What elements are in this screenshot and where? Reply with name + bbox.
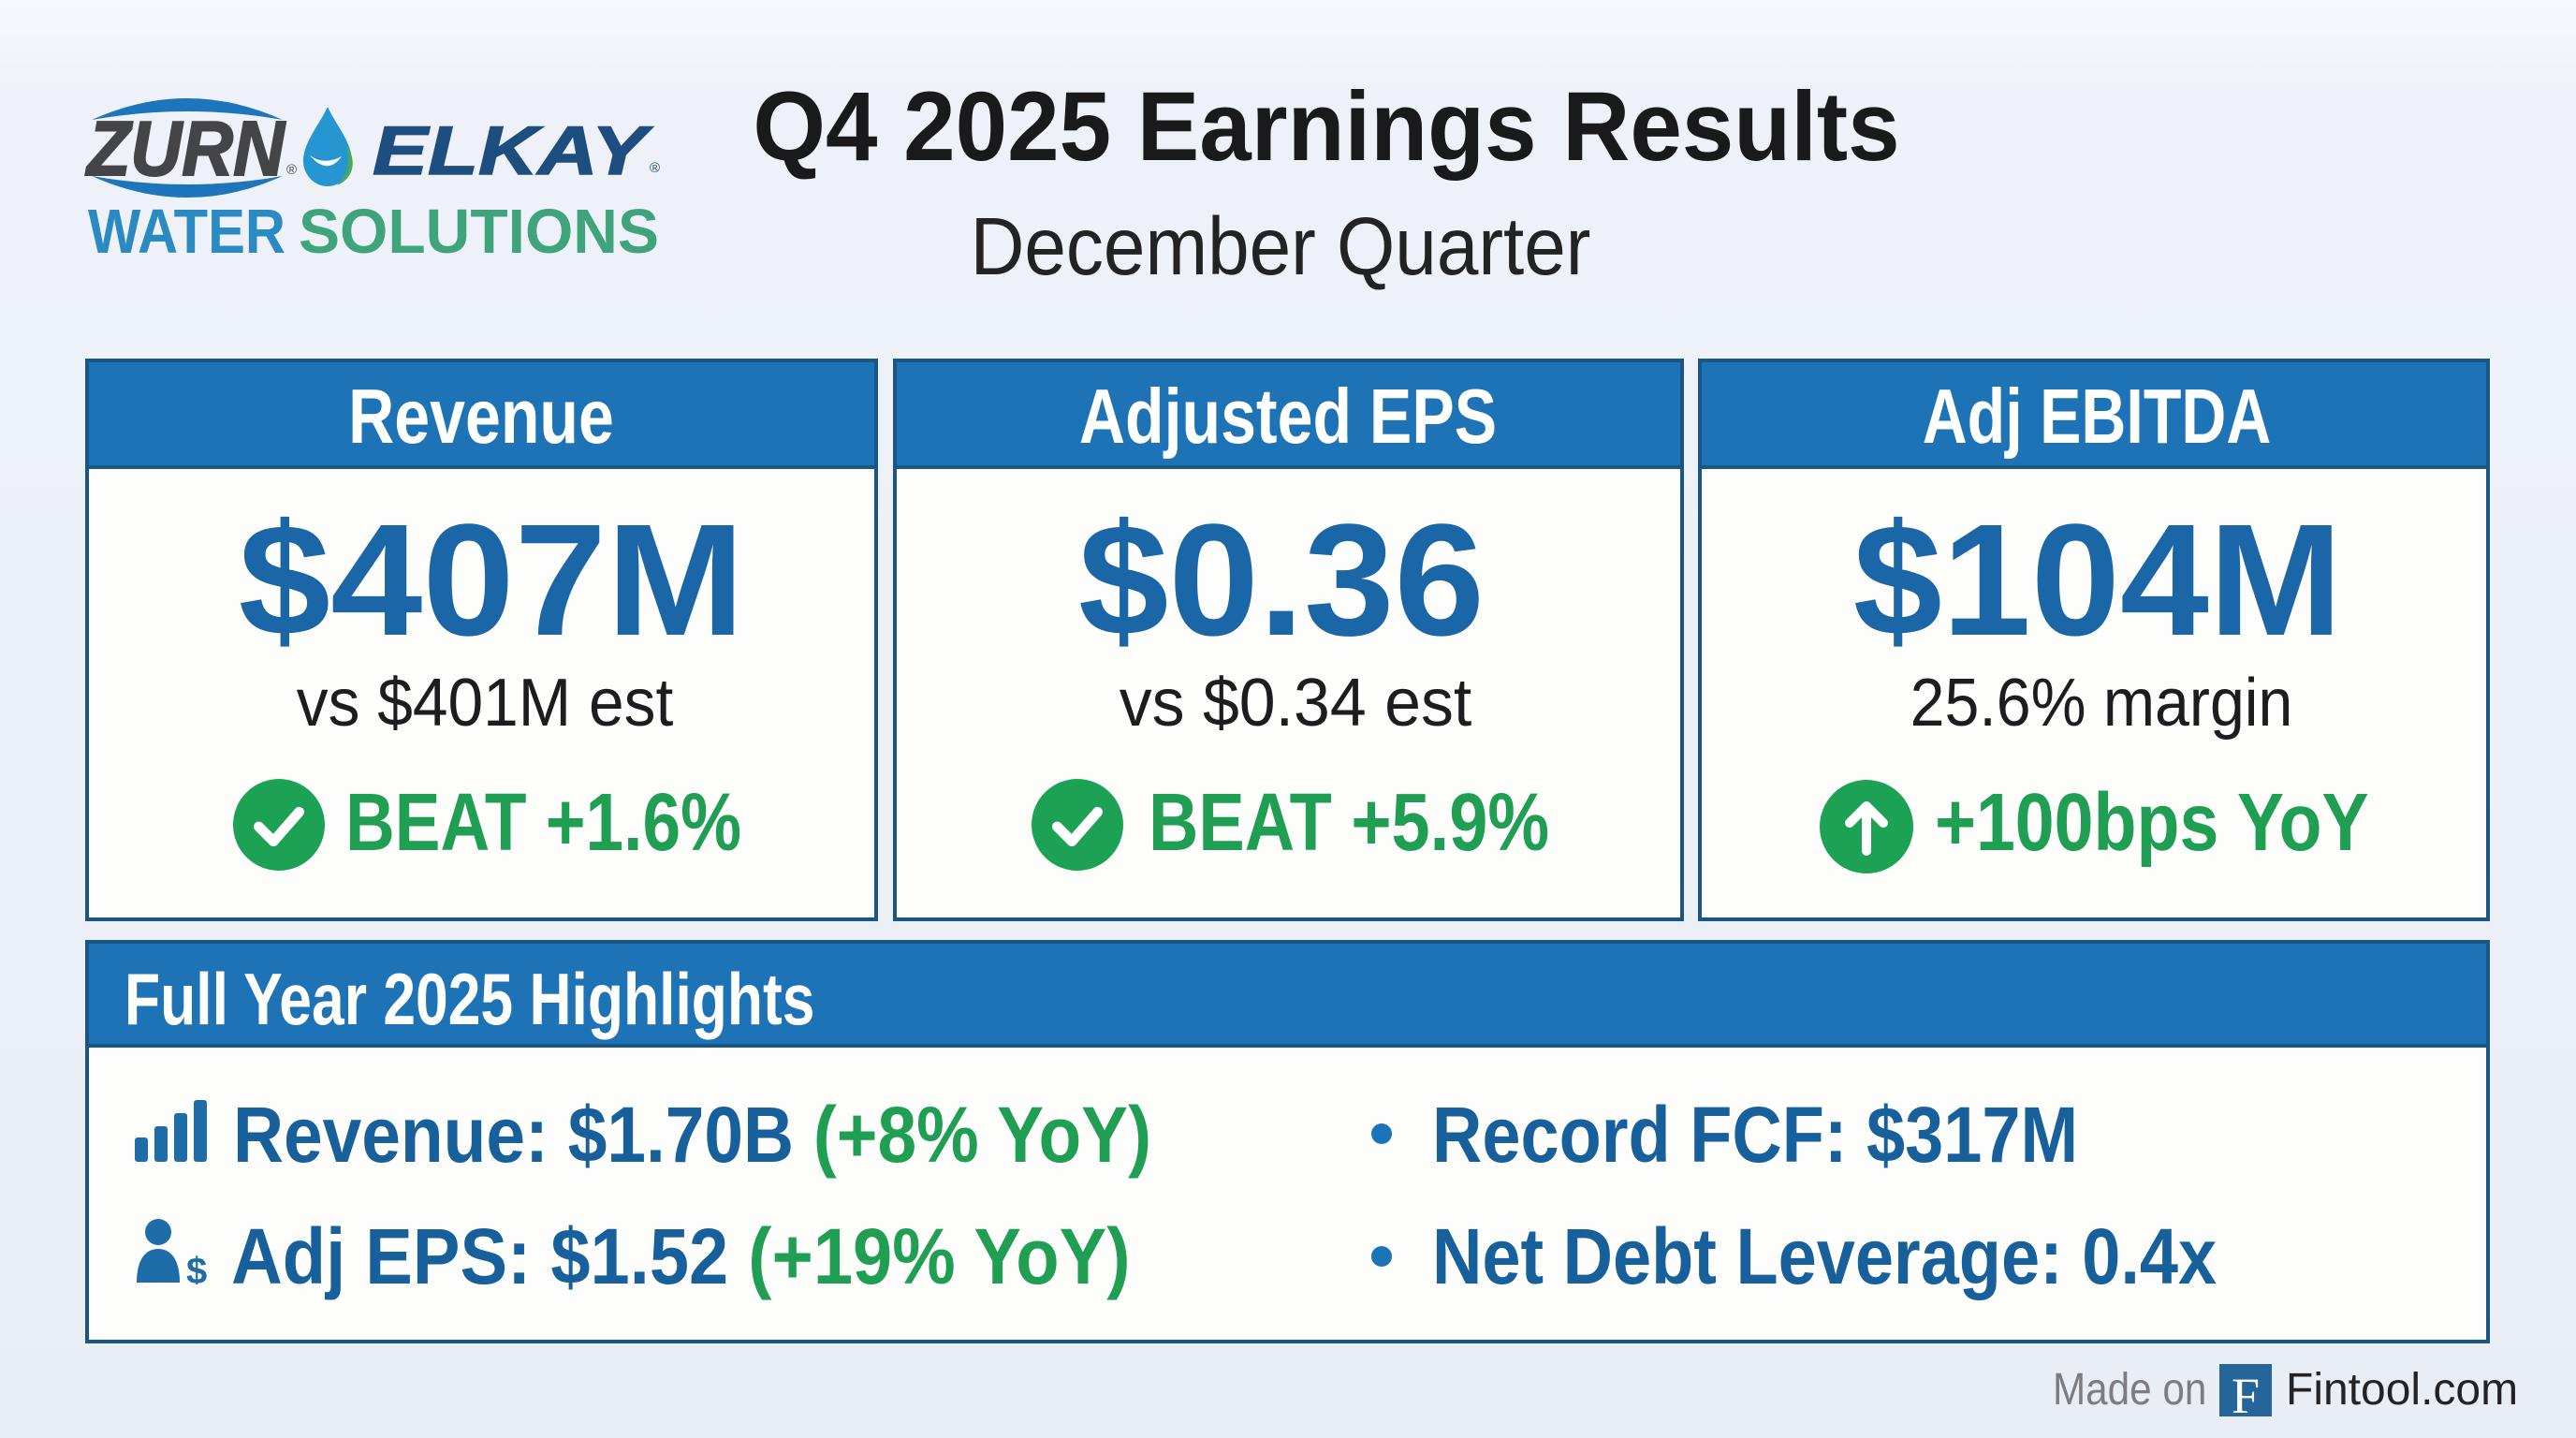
svg-text:ZURN: ZURN <box>85 105 286 192</box>
svg-text:SOLUTIONS: SOLUTIONS <box>299 197 659 266</box>
svg-text:®: ® <box>286 162 297 178</box>
svg-text:ELKAY: ELKAY <box>373 113 654 189</box>
svg-text:WATER: WATER <box>88 197 285 266</box>
svg-text:$: $ <box>186 1251 207 1284</box>
svg-text:®: ® <box>650 160 660 176</box>
